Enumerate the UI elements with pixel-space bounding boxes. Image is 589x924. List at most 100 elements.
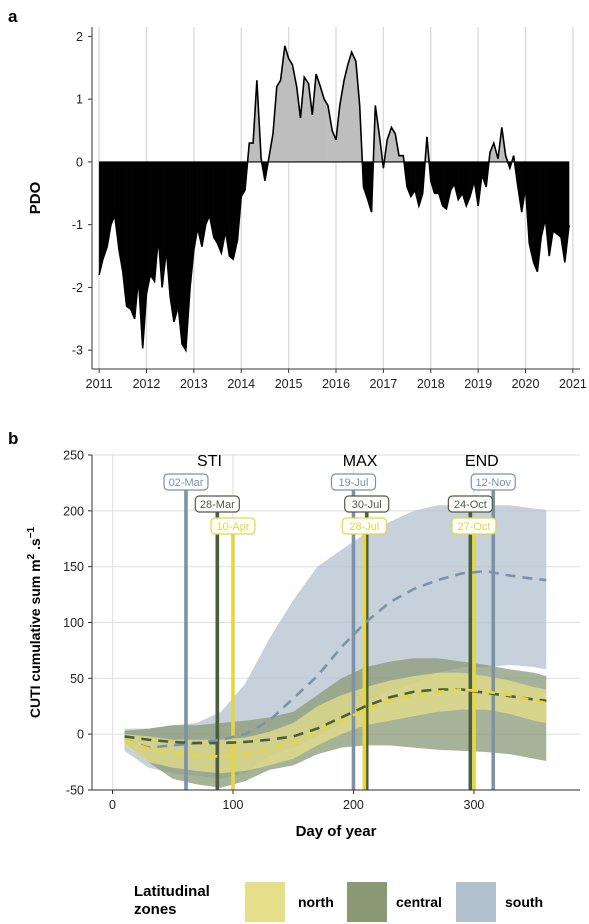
pdo-positive-segment bbox=[284, 45, 289, 163]
zone-mean-lines bbox=[124, 569, 547, 758]
ylabel-prefix: CUTI cumulative sum m bbox=[27, 559, 43, 718]
x-tick-label: 2020 bbox=[512, 377, 540, 391]
pdo-negative-segment bbox=[181, 161, 187, 351]
header-max: MAX bbox=[343, 453, 378, 470]
header-end: END bbox=[465, 453, 499, 470]
pdo-negative-segment bbox=[130, 161, 135, 319]
date-label-box bbox=[344, 495, 390, 513]
panel-a-y-label: PDO bbox=[27, 181, 44, 214]
x-tick-label: 200 bbox=[343, 798, 364, 812]
x-tick-label: 2014 bbox=[227, 377, 255, 391]
date-label-sti-south: 02-Mar bbox=[169, 477, 204, 489]
date-label-sti-north: 10-Apr bbox=[216, 521, 249, 533]
x-tick-label: 2016 bbox=[322, 377, 350, 391]
pdo-positive-segment bbox=[288, 57, 293, 163]
pdo-negative-segment bbox=[217, 161, 222, 253]
y-tick-label: 50 bbox=[70, 672, 84, 686]
pdo-negative-segment bbox=[552, 161, 558, 235]
legend-label-central: central bbox=[396, 894, 442, 910]
date-label-box bbox=[194, 495, 240, 513]
date-label-end-south: 12-Nov bbox=[476, 477, 512, 489]
x-tick-label: 0 bbox=[109, 798, 116, 812]
pdo-negative-segment bbox=[442, 161, 447, 210]
legend-title-line1: Latitudinal bbox=[134, 883, 210, 900]
y-tick-label: 1 bbox=[76, 93, 83, 107]
x-tick-label: 2011 bbox=[86, 377, 113, 391]
x-tick-label: 2019 bbox=[464, 377, 492, 391]
y-tick-label: -3 bbox=[72, 344, 83, 358]
panel-b-label: b bbox=[8, 429, 18, 448]
pdo-negative-segment bbox=[229, 161, 234, 260]
date-label-box bbox=[210, 517, 256, 535]
pdo-negative-segment bbox=[98, 161, 104, 275]
legend-swatch-central bbox=[347, 882, 387, 922]
x-tick-label: 2018 bbox=[417, 377, 445, 391]
pdo-negative-segment bbox=[126, 161, 132, 310]
phenology-date-labels: 02-Mar 28-Mar 10-Apr 19-Jul 30-Jul 28-Jul 12-N… bbox=[163, 473, 516, 535]
pdo-positive-segment bbox=[351, 52, 357, 163]
panel-a: a 2011 2012 2013 2014 2015 2016 2017 2018 2019 20… bbox=[8, 7, 587, 391]
y-tick-label: 250 bbox=[63, 449, 84, 463]
date-label-max-north: 28-Jul bbox=[349, 521, 379, 533]
ylabel-sup-2: −1 bbox=[26, 526, 37, 538]
date-label-sti-central: 28-Mar bbox=[200, 499, 235, 511]
date-label-max-south: 19-Jul bbox=[338, 477, 368, 489]
legend-title-line2: zones bbox=[134, 901, 177, 918]
x-tick-label: 2015 bbox=[275, 377, 303, 391]
panel-b-y-label: CUTI cumulative sum m2 .s−1 bbox=[26, 526, 43, 718]
legend-swatch-north bbox=[245, 882, 285, 922]
date-label-max-central: 30-Jul bbox=[352, 499, 382, 511]
y-tick-label: 2 bbox=[76, 30, 83, 44]
pdo-negative-segment bbox=[102, 161, 108, 260]
panel-b: b 02-Mar 28-Mar 10-Apr 19-Jul 30-Jul 28-Jul 12… bbox=[8, 429, 580, 840]
date-label-box bbox=[470, 473, 516, 491]
date-label-end-central: 24-Oct bbox=[454, 499, 487, 511]
pdo-negative-segment bbox=[434, 161, 440, 194]
pdo-negative-segment bbox=[150, 161, 155, 282]
pdo-negative-segment bbox=[533, 161, 538, 272]
panel-a-y-ticks: -3 -2 -1 0 1 2 bbox=[72, 30, 92, 358]
x-tick-label: 2017 bbox=[369, 377, 397, 391]
ylabel-sup-1: 2 bbox=[26, 553, 37, 559]
panel-b-y-ticks: -50 0 50 100 150 200 250 bbox=[63, 449, 92, 798]
pdo-positive-segment bbox=[249, 142, 254, 163]
y-tick-label: 0 bbox=[77, 728, 84, 742]
phenology-lines bbox=[184, 488, 496, 790]
phenology-headers: STI MAX END bbox=[197, 453, 499, 470]
y-tick-label: 100 bbox=[63, 616, 84, 630]
band-south bbox=[124, 505, 547, 779]
ylabel-mid: .s bbox=[27, 538, 43, 554]
date-label-box bbox=[451, 517, 497, 535]
date-label-box bbox=[330, 473, 377, 491]
header-sti: STI bbox=[197, 453, 222, 470]
x-tick-label: 2021 bbox=[559, 377, 587, 391]
band-north bbox=[124, 672, 547, 774]
date-label-box bbox=[163, 473, 209, 491]
pdo-area bbox=[98, 45, 570, 353]
pdo-positive-segment bbox=[276, 79, 281, 163]
y-tick-label: -50 bbox=[66, 784, 84, 798]
pdo-positive-segment bbox=[304, 76, 309, 163]
date-label-end-north: 27-Oct bbox=[457, 521, 490, 533]
y-tick-label: 150 bbox=[63, 560, 84, 574]
y-tick-label: 0 bbox=[76, 155, 83, 169]
y-tick-label: -1 bbox=[72, 218, 83, 232]
pdo-negative-segment bbox=[173, 161, 179, 322]
pdo-negative-segment bbox=[557, 161, 562, 238]
panel-b-x-ticks: 0 100 200 300 bbox=[109, 790, 484, 812]
x-tick-label: 2013 bbox=[180, 377, 208, 391]
y-tick-label: -2 bbox=[72, 281, 83, 295]
pdo-positive-segment bbox=[323, 98, 329, 163]
x-tick-label: 2012 bbox=[133, 377, 161, 391]
legend-label-north: north bbox=[298, 894, 334, 910]
legend-swatch-south bbox=[456, 882, 496, 922]
date-label-box bbox=[447, 495, 493, 513]
pdo-negative-segment bbox=[213, 161, 218, 245]
x-tick-label: 100 bbox=[223, 798, 244, 812]
x-tick-label: 300 bbox=[464, 798, 485, 812]
y-tick-label: 200 bbox=[63, 504, 84, 518]
legend-label-south: south bbox=[505, 894, 543, 910]
mean-line-north bbox=[124, 688, 547, 758]
panel-a-x-ticks: 2011 2012 2013 2014 2015 2016 2017 2018 2019 2020… bbox=[86, 369, 587, 391]
